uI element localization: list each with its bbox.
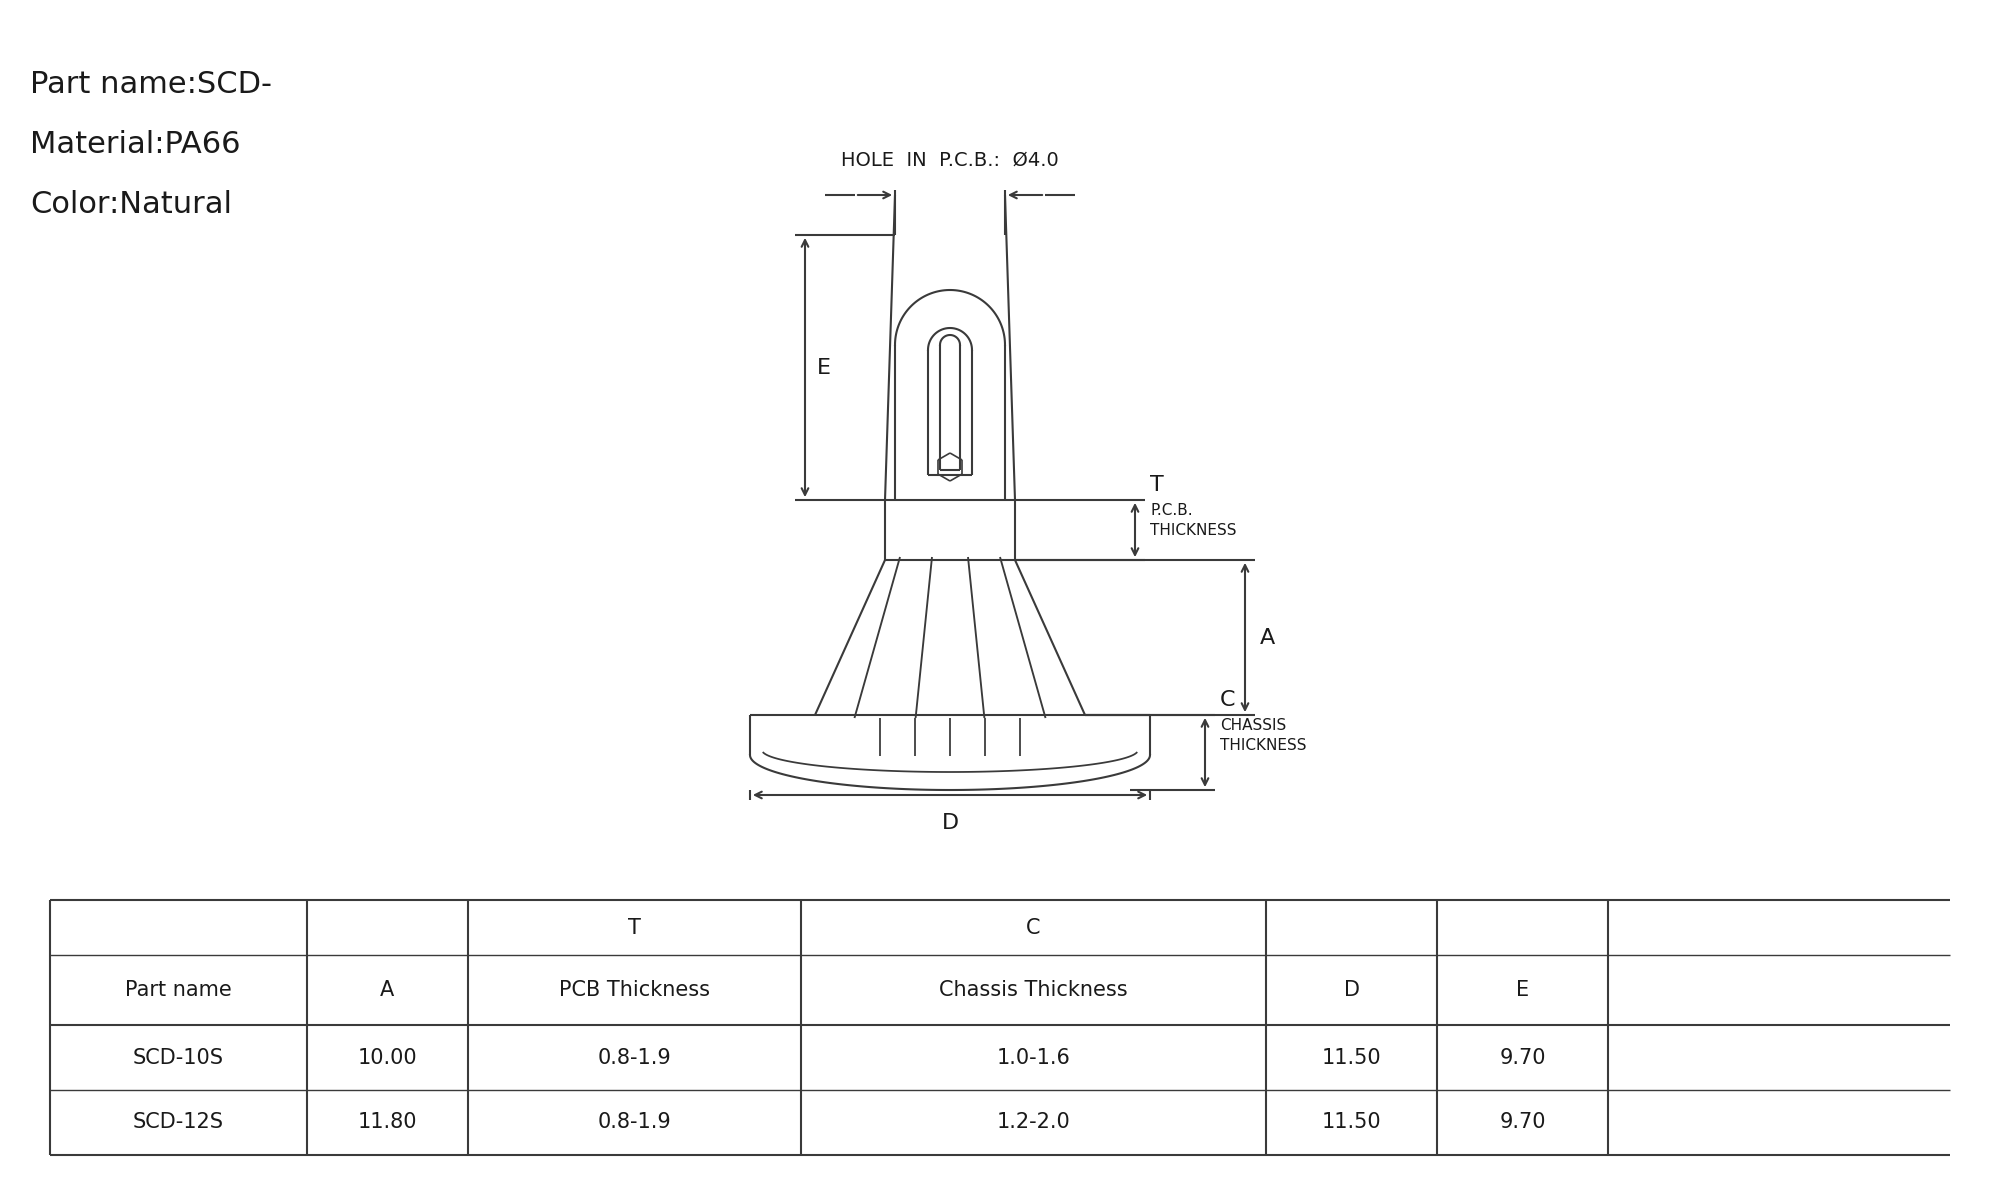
Text: E: E xyxy=(1516,980,1530,1000)
Text: Color:Natural: Color:Natural xyxy=(30,190,232,218)
Text: 1.0-1.6: 1.0-1.6 xyxy=(996,1048,1070,1068)
Text: 11.50: 11.50 xyxy=(1322,1112,1382,1133)
Text: Part name: Part name xyxy=(124,980,232,1000)
Text: 9.70: 9.70 xyxy=(1500,1112,1546,1133)
Text: Material:PA66: Material:PA66 xyxy=(30,130,240,158)
Text: C: C xyxy=(1220,690,1236,710)
Text: HOLE  IN  P.C.B.:  Ø4.0: HOLE IN P.C.B.: Ø4.0 xyxy=(842,151,1058,170)
Text: T: T xyxy=(1150,475,1164,494)
Text: 0.8-1.9: 0.8-1.9 xyxy=(598,1048,672,1068)
Text: A: A xyxy=(1260,628,1276,648)
Text: 9.70: 9.70 xyxy=(1500,1048,1546,1068)
Text: SCD-10S: SCD-10S xyxy=(132,1048,224,1068)
Text: 1.2-2.0: 1.2-2.0 xyxy=(996,1112,1070,1133)
Text: 0.8-1.9: 0.8-1.9 xyxy=(598,1112,672,1133)
Text: D: D xyxy=(1344,980,1360,1000)
Text: 11.50: 11.50 xyxy=(1322,1048,1382,1068)
Text: P.C.B.
THICKNESS: P.C.B. THICKNESS xyxy=(1150,503,1236,538)
Text: PCB Thickness: PCB Thickness xyxy=(558,980,710,1000)
Text: CHASSIS
THICKNESS: CHASSIS THICKNESS xyxy=(1220,718,1306,752)
Text: 10.00: 10.00 xyxy=(358,1048,418,1068)
Text: A: A xyxy=(380,980,394,1000)
Text: 11.80: 11.80 xyxy=(358,1112,416,1133)
Text: Part name:SCD-: Part name:SCD- xyxy=(30,70,272,98)
Text: C: C xyxy=(1026,918,1040,937)
Text: D: D xyxy=(942,814,958,833)
Text: SCD-12S: SCD-12S xyxy=(132,1112,224,1133)
Text: E: E xyxy=(818,358,832,378)
Text: T: T xyxy=(628,918,640,937)
Text: Chassis Thickness: Chassis Thickness xyxy=(938,980,1128,1000)
